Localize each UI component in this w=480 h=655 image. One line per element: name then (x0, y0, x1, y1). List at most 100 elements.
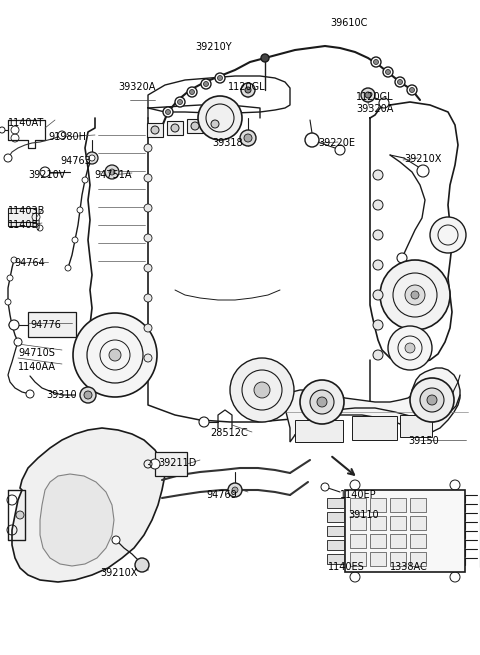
Circle shape (77, 207, 83, 213)
Circle shape (230, 358, 294, 422)
Circle shape (232, 487, 238, 493)
Circle shape (171, 124, 179, 132)
Circle shape (175, 97, 185, 107)
Circle shape (317, 397, 327, 407)
Text: 39610C: 39610C (330, 18, 367, 28)
Circle shape (150, 459, 160, 469)
Text: 1338AC: 1338AC (390, 562, 428, 572)
Circle shape (190, 90, 194, 94)
Circle shape (383, 67, 393, 77)
Polygon shape (12, 428, 165, 582)
Bar (155, 452, 187, 476)
Text: 1140AA: 1140AA (18, 362, 56, 372)
Circle shape (65, 265, 71, 271)
Circle shape (405, 285, 425, 305)
Bar (370, 516, 386, 530)
Circle shape (144, 294, 152, 302)
Bar (350, 552, 366, 566)
Text: 94710S: 94710S (18, 348, 55, 358)
Circle shape (373, 230, 383, 240)
Circle shape (305, 133, 319, 147)
Circle shape (187, 87, 197, 97)
Bar (327, 512, 344, 522)
Circle shape (9, 320, 19, 330)
Circle shape (144, 174, 152, 182)
Text: 39320A: 39320A (118, 82, 156, 92)
Circle shape (89, 155, 95, 161)
Circle shape (379, 98, 389, 108)
Circle shape (4, 154, 12, 162)
Text: 1140EP: 1140EP (340, 490, 377, 500)
Bar (350, 498, 366, 512)
Circle shape (373, 170, 383, 180)
Circle shape (217, 75, 223, 81)
Circle shape (178, 100, 182, 105)
Circle shape (201, 79, 211, 89)
Bar (207, 117, 223, 131)
Circle shape (373, 60, 379, 64)
Text: 39210X: 39210X (100, 568, 137, 578)
Bar (28, 312, 76, 337)
Circle shape (9, 322, 15, 328)
Bar (352, 416, 397, 440)
Bar (390, 534, 406, 548)
Text: 1140ES: 1140ES (328, 562, 365, 572)
Circle shape (373, 320, 383, 330)
Circle shape (380, 260, 450, 330)
Bar (400, 415, 432, 437)
Circle shape (105, 165, 119, 179)
Circle shape (26, 390, 34, 398)
Bar (390, 552, 406, 566)
Circle shape (407, 85, 417, 95)
Bar (410, 534, 426, 548)
Circle shape (144, 234, 152, 242)
Circle shape (58, 131, 66, 139)
Circle shape (198, 96, 242, 140)
Bar (390, 498, 406, 512)
Circle shape (82, 177, 88, 183)
Circle shape (0, 127, 5, 133)
Circle shape (228, 483, 242, 497)
Text: 1140AT: 1140AT (8, 118, 44, 128)
Text: 39318: 39318 (212, 138, 242, 148)
Circle shape (37, 225, 43, 231)
Bar (327, 526, 344, 536)
Bar (370, 498, 386, 512)
Circle shape (361, 88, 375, 102)
Text: 1140EJ: 1140EJ (8, 220, 41, 230)
Circle shape (371, 57, 381, 67)
Circle shape (310, 390, 334, 414)
Circle shape (395, 77, 405, 87)
Circle shape (373, 260, 383, 270)
Circle shape (405, 343, 415, 353)
Bar (350, 516, 366, 530)
Circle shape (199, 417, 209, 427)
Text: 28512C: 28512C (210, 428, 248, 438)
Bar (327, 554, 344, 564)
Circle shape (11, 257, 17, 263)
Circle shape (144, 354, 152, 362)
Text: 94764: 94764 (14, 258, 45, 268)
Text: 39210V: 39210V (28, 170, 65, 180)
Text: 39310: 39310 (46, 390, 77, 400)
Circle shape (397, 79, 403, 84)
Circle shape (135, 558, 149, 572)
Circle shape (40, 167, 50, 177)
Circle shape (144, 324, 152, 332)
Circle shape (417, 165, 429, 177)
Circle shape (112, 536, 120, 544)
Bar (147, 123, 163, 137)
Circle shape (254, 382, 270, 398)
Text: 94776: 94776 (30, 320, 61, 330)
Bar (327, 540, 344, 550)
Circle shape (14, 338, 22, 346)
Bar (295, 420, 343, 442)
Bar (167, 121, 183, 135)
Circle shape (86, 152, 98, 164)
Circle shape (166, 109, 170, 115)
Circle shape (7, 275, 13, 281)
Circle shape (80, 387, 96, 403)
Text: 39150: 39150 (408, 436, 439, 446)
Polygon shape (40, 474, 114, 566)
Text: 1120GL: 1120GL (228, 82, 265, 92)
